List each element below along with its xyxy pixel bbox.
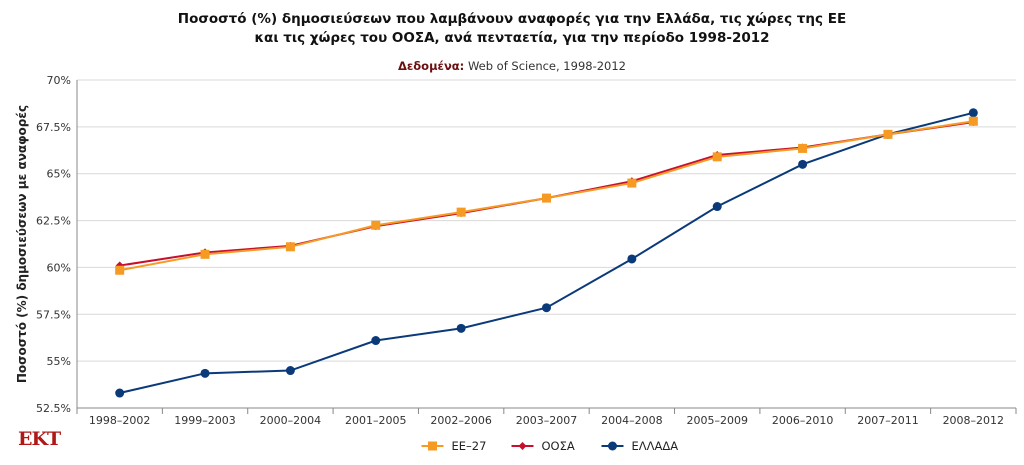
- data-source-value: Web of Science, 1998-2012: [467, 59, 626, 73]
- y-tick-label: 57.5%: [36, 308, 71, 321]
- data-point: [712, 152, 722, 162]
- y-tick-label: 55%: [47, 355, 71, 368]
- legend-label: ΟΟΣΑ: [542, 439, 575, 453]
- legend-label: ΕΛΛΑΔΑ: [632, 439, 679, 453]
- x-tick-label: 2008–2012: [943, 414, 1005, 427]
- legend-marker: [608, 441, 617, 451]
- data-point: [627, 178, 637, 188]
- y-tick-label: 60%: [47, 261, 71, 274]
- data-point: [456, 207, 466, 217]
- y-tick-label: 62.5%: [36, 215, 71, 228]
- series-line: [119, 111, 974, 394]
- series-ellada: [115, 108, 978, 398]
- x-tick-label: 2007–2011: [857, 414, 919, 427]
- legend-item: ΕΕ–27: [421, 439, 487, 453]
- chart-subtitle: Δεδομένα: Web of Science, 1998-2012: [0, 59, 1024, 73]
- x-tick-label: 1998–2002: [89, 414, 151, 427]
- ekt-logo: EKT: [18, 428, 61, 450]
- data-point: [798, 143, 808, 153]
- legend-item: ΟΟΣΑ: [511, 439, 575, 453]
- x-tick-label: 2000–2004: [260, 414, 322, 427]
- series-ee27: [115, 116, 978, 275]
- legend-label: ΕΕ–27: [452, 439, 487, 453]
- y-tick-label: 70%: [47, 74, 71, 87]
- x-tick-label: 2001–2005: [345, 414, 407, 427]
- data-point: [542, 193, 551, 203]
- legend-item: ΕΛΛΑΔΑ: [601, 439, 679, 453]
- data-point: [542, 303, 551, 313]
- x-tick-label: 2002–2006: [430, 414, 492, 427]
- data-point: [200, 249, 210, 259]
- chart-title-line2: και τις χώρες του ΟΟΣΑ, ανά πενταετία, γ…: [254, 30, 770, 46]
- data-point: [371, 220, 381, 230]
- x-tick-label: 2004–2008: [601, 414, 663, 427]
- y-tick-label: 65%: [47, 168, 71, 181]
- legend-marker: [518, 442, 527, 450]
- data-point: [285, 366, 295, 376]
- chart-title-line1: Ποσοστό (%) δημοσιεύσεων που λαμβάνουν α…: [177, 11, 847, 27]
- data-point: [285, 242, 295, 252]
- data-point: [371, 336, 381, 346]
- x-tick-label: 2006–2010: [772, 414, 834, 427]
- y-axis-title: Ποσοστό (%) δημοσιεύσεων με αναφορές: [15, 105, 29, 383]
- x-tick-label: 2003–2007: [516, 414, 578, 427]
- data-point: [456, 323, 466, 333]
- ekt-logo-text: EKT: [18, 428, 61, 450]
- data-point: [968, 116, 978, 126]
- data-point: [627, 254, 637, 264]
- data-source-label: Δεδομένα:: [397, 59, 465, 73]
- data-point: [115, 265, 125, 275]
- y-tick-label: 52.5%: [36, 402, 71, 415]
- chart-title: Ποσοστό (%) δημοσιεύσεων που λαμβάνουν α…: [0, 10, 1024, 48]
- data-point: [115, 388, 125, 398]
- y-tick-label: 67.5%: [36, 121, 71, 134]
- data-point: [798, 159, 808, 169]
- legend-marker: [428, 441, 437, 451]
- data-point: [200, 368, 210, 378]
- x-tick-label: 2005–2009: [686, 414, 748, 427]
- data-point: [712, 202, 722, 212]
- x-tick-label: 1999–2003: [174, 414, 236, 427]
- data-point: [883, 129, 893, 139]
- data-point: [968, 108, 978, 118]
